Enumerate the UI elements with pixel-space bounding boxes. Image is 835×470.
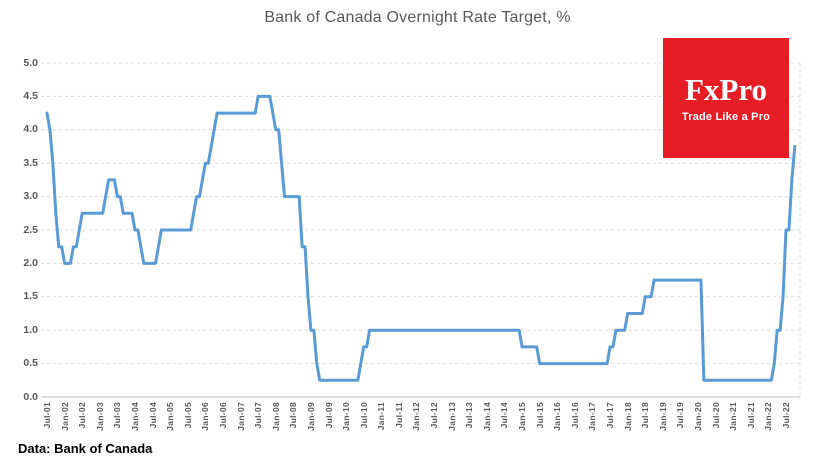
fxpro-logo: FxPro Trade Like a Pro — [663, 38, 789, 158]
x-tick-label: Jul-11 — [393, 402, 404, 428]
x-tick-label: Jul-01 — [42, 402, 52, 429]
y-tick-label: 0.0 — [23, 390, 38, 403]
x-tick-label: Jul-07 — [253, 402, 264, 429]
x-tick-label: Jan-18 — [622, 402, 633, 431]
x-tick-label: Jul-08 — [288, 402, 299, 429]
x-tick-label: Jan-07 — [235, 402, 246, 431]
y-tick-label: 4.0 — [23, 123, 38, 136]
rate-line-series — [45, 94, 797, 382]
y-tick-label: 3.0 — [23, 190, 38, 203]
x-tick-label: Jul-22 — [780, 402, 791, 429]
x-tick-label: Jul-13 — [464, 402, 475, 429]
x-tick-label: Jan-22 — [763, 402, 774, 431]
x-tick-label: Jul-20 — [710, 402, 721, 429]
x-tick-label: Jan-02 — [59, 402, 70, 431]
x-tick-label: Jul-06 — [217, 402, 228, 429]
x-tick-label: Jul-12 — [429, 402, 440, 429]
x-tick-label: Jul-04 — [147, 402, 158, 429]
x-tick-label: Jan-05 — [165, 402, 176, 431]
x-tick-label: Jan-19 — [657, 402, 668, 431]
x-tick-label: Jan-03 — [94, 402, 105, 431]
x-tick-label: Jul-17 — [605, 402, 616, 429]
x-tick-label: Jan-13 — [446, 402, 457, 431]
x-tick-label: Jul-09 — [323, 402, 334, 429]
x-tick-label: Jan-21 — [728, 402, 739, 431]
y-tick-label: 3.5 — [23, 156, 38, 169]
x-tick-label: Jan-06 — [200, 402, 211, 431]
x-tick-label: Jul-14 — [499, 402, 510, 429]
x-tick-label: Jan-08 — [270, 402, 281, 431]
x-tick-label: Jul-10 — [358, 402, 369, 429]
x-tick-label: Jul-02 — [77, 402, 88, 429]
x-tick-label: Jan-20 — [693, 402, 703, 431]
x-tick-label: Jul-21 — [745, 402, 756, 429]
x-tick-label: Jan-11 — [376, 402, 387, 431]
data-source-note: Data: Bank of Canada — [18, 441, 153, 456]
fxpro-logo-tagline: Trade Like a Pro — [681, 110, 771, 123]
y-tick-label: 4.5 — [23, 89, 38, 102]
x-tick-label: Jan-12 — [411, 402, 422, 431]
y-tick-label: 5.0 — [23, 56, 38, 69]
chart-title: Bank of Canada Overnight Rate Target, % — [264, 9, 571, 26]
x-tick-label: Jan-17 — [587, 402, 598, 431]
y-tick-label: 1.5 — [23, 290, 38, 303]
x-tick-label: Jul-16 — [569, 402, 580, 429]
x-tick-label: Jan-10 — [341, 402, 352, 431]
x-tick-label: Jul-19 — [675, 402, 686, 429]
x-tick-label: Jul-03 — [112, 402, 123, 429]
x-tick-label: Jan-04 — [129, 402, 140, 431]
x-tick-label: Jan-09 — [305, 402, 316, 431]
fxpro-logo-wordmark: FxPro — [684, 71, 768, 107]
y-tick-label: 2.5 — [23, 223, 38, 236]
x-tick-label: Jan-15 — [517, 402, 528, 431]
x-tick-label: Jan-16 — [552, 402, 563, 431]
y-tick-label: 2.0 — [23, 256, 38, 269]
y-tick-label: 0.5 — [23, 357, 38, 370]
x-tick-label: Jan-14 — [481, 402, 492, 431]
y-tick-label: 1.0 — [23, 323, 38, 336]
x-tick-label: Jul-18 — [640, 402, 651, 429]
x-tick-label: Jul-15 — [534, 402, 545, 429]
x-tick-label: Jul-05 — [182, 402, 193, 429]
